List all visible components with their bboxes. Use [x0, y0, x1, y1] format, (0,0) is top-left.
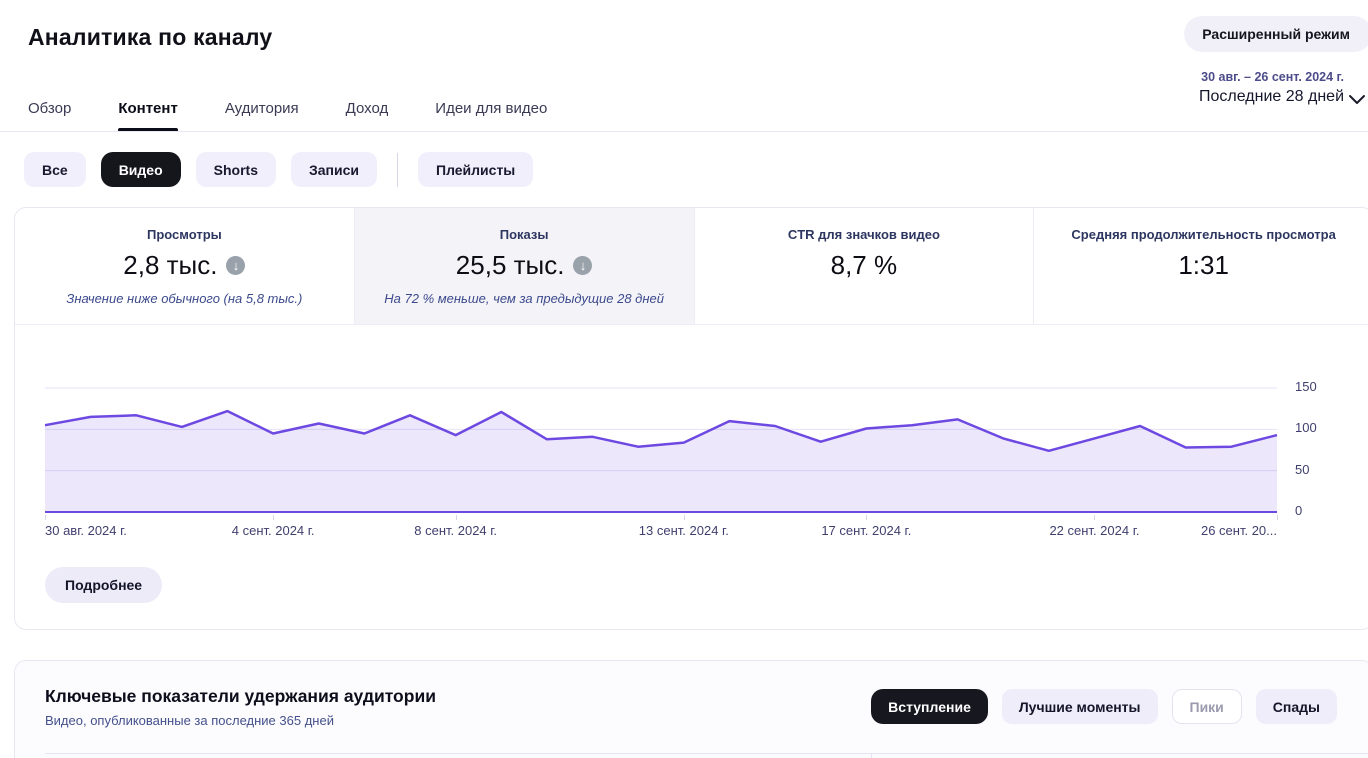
segment-button-spikes[interactable]: Пики: [1171, 689, 1242, 724]
metric-ctr[interactable]: CTR для значков видео 8,7 %: [693, 208, 1034, 324]
details-button[interactable]: Подробнее: [45, 567, 163, 603]
analytics-card: Просмотры 2,8 тыс. ↓ Значение ниже обычно…: [14, 207, 1368, 630]
retention-table-divider: [45, 753, 1368, 754]
advanced-mode-button[interactable]: Расширенный режим: [1184, 16, 1368, 52]
retention-subtitle: Видео, опубликованные за последние 365 д…: [45, 713, 334, 728]
retention-card: Ключевые показатели удержания аудитории …: [14, 660, 1368, 758]
metric-views[interactable]: Просмотры 2,8 тыс. ↓ Значение ниже обычно…: [15, 208, 354, 324]
filter-chip-shorts[interactable]: Shorts: [195, 152, 276, 187]
trend-down-icon: ↓: [226, 256, 246, 275]
filter-chip-all[interactable]: Все: [24, 152, 86, 187]
tab-content[interactable]: Контент: [118, 100, 179, 131]
metric-label: Показы: [499, 227, 549, 242]
filter-chip-video[interactable]: Видео: [100, 152, 181, 187]
chip-divider: [397, 152, 398, 187]
metrics-row: Просмотры 2,8 тыс. ↓ Значение ниже обычно…: [15, 208, 1368, 325]
chevron-down-icon[interactable]: [1346, 88, 1368, 110]
metric-label: CTR для значков видео: [787, 227, 940, 242]
metric-value: 8,7 %: [830, 250, 898, 280]
chart-x-axis-labels: 30 авг. 2024 г. 4 сент. 2024 г. 8 сент. 20…: [45, 523, 1277, 538]
metric-note: Значение ниже обычного (на 5,8 тыс.): [66, 291, 303, 306]
retention-title: Ключевые показатели удержания аудитории: [45, 686, 436, 706]
tab-overview[interactable]: Обзор: [28, 100, 72, 117]
filter-chip-playlists[interactable]: Плейлисты: [418, 152, 534, 187]
page-title: Аналитика по каналу: [28, 24, 273, 50]
date-range-text: 30 авг. – 26 сент. 2024 г.: [1201, 70, 1344, 84]
metric-value: 25,5 тыс. ↓: [456, 250, 593, 281]
tab-audience[interactable]: Аудитория: [224, 100, 299, 117]
tab-video-ideas[interactable]: Идеи для видео: [435, 100, 548, 117]
metric-impressions[interactable]: Показы 25,5 тыс. ↓ На 72 % меньше, чем за…: [353, 208, 694, 324]
filter-chip-posts[interactable]: Записи: [290, 152, 377, 187]
impressions-line-chart[interactable]: [44, 387, 1278, 514]
date-range-picker[interactable]: 30 авг. – 26 сент. 2024 г. Последние 28 …: [1199, 70, 1344, 106]
metric-label: Просмотры: [146, 227, 222, 242]
date-preset-text: Последние 28 дней: [1199, 88, 1344, 105]
trend-down-icon: ↓: [573, 256, 593, 275]
retention-column-divider: [871, 754, 872, 758]
tab-revenue[interactable]: Доход: [345, 100, 389, 117]
segment-button-dips[interactable]: Спады: [1255, 689, 1337, 724]
metric-value: 1:31: [1178, 250, 1229, 280]
segment-button-intro[interactable]: Вступление: [871, 689, 988, 724]
metric-label: Средняя продолжительность просмотра: [1071, 227, 1336, 242]
segment-button-top-moments[interactable]: Лучшие моменты: [1001, 689, 1158, 724]
metric-note: На 72 % меньше, чем за предыдущие 28 дне…: [384, 291, 664, 306]
retention-segment-buttons: Вступление Лучшие моменты Пики Спады: [871, 689, 1337, 724]
metric-value: 2,8 тыс. ↓: [123, 250, 246, 281]
content-filter-chips: Все Видео Shorts Записи Плейлисты: [24, 152, 534, 187]
metric-avg-view-duration[interactable]: Средняя продолжительность просмотра 1:31: [1033, 208, 1368, 324]
tab-bar: Обзор Контент Аудитория Доход Идеи для в…: [0, 90, 1368, 132]
